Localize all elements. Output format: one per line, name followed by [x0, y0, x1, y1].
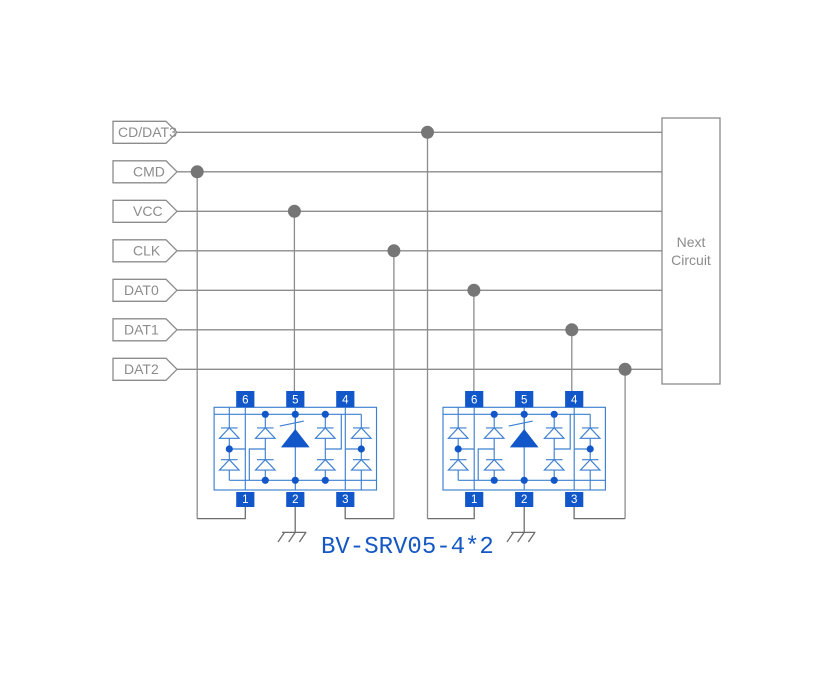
- svg-text:4: 4: [571, 394, 578, 406]
- svg-text:5: 5: [521, 394, 527, 406]
- svg-text:DAT0: DAT0: [124, 282, 159, 298]
- svg-text:3: 3: [342, 494, 348, 506]
- svg-text:1: 1: [242, 494, 248, 506]
- svg-text:VCC: VCC: [133, 203, 163, 219]
- svg-text:DAT1: DAT1: [124, 321, 159, 337]
- svg-text:6: 6: [242, 394, 248, 406]
- svg-text:DAT2: DAT2: [124, 361, 159, 377]
- svg-text:5: 5: [292, 394, 298, 406]
- svg-text:3: 3: [571, 494, 577, 506]
- svg-text:1: 1: [471, 494, 477, 506]
- svg-text:2: 2: [521, 494, 527, 506]
- svg-text:2: 2: [292, 494, 298, 506]
- svg-text:4: 4: [342, 394, 349, 406]
- svg-text:CLK: CLK: [133, 242, 161, 258]
- svg-text:6: 6: [471, 394, 477, 406]
- svg-text:CD/DAT3: CD/DAT3: [118, 124, 177, 140]
- svg-text:Next: Next: [677, 234, 706, 250]
- svg-text:CMD: CMD: [133, 163, 165, 179]
- svg-text:BV-SRV05-4*2: BV-SRV05-4*2: [321, 534, 494, 561]
- svg-text:Circuit: Circuit: [671, 252, 711, 268]
